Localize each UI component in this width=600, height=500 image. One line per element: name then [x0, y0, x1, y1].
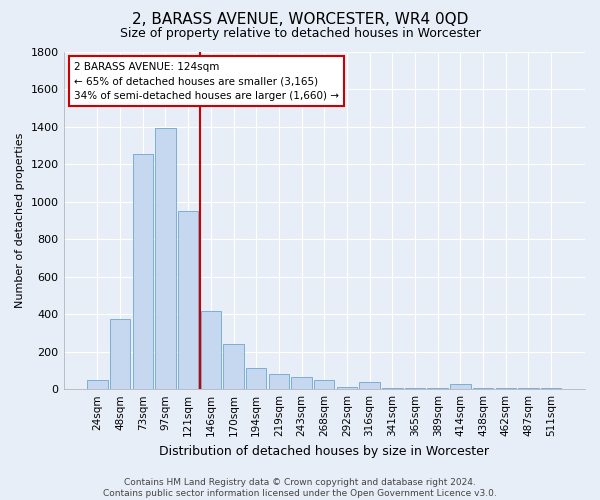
- X-axis label: Distribution of detached houses by size in Worcester: Distribution of detached houses by size …: [159, 444, 489, 458]
- Bar: [223, 344, 244, 389]
- Bar: [337, 388, 357, 389]
- Bar: [405, 388, 425, 389]
- Bar: [427, 388, 448, 389]
- Bar: [110, 319, 130, 389]
- Bar: [200, 312, 221, 389]
- Bar: [155, 128, 176, 389]
- Bar: [382, 388, 403, 389]
- Bar: [496, 388, 516, 389]
- Bar: [292, 377, 312, 389]
- Bar: [133, 154, 153, 389]
- Bar: [246, 368, 266, 389]
- Bar: [269, 374, 289, 389]
- Text: 2, BARASS AVENUE, WORCESTER, WR4 0QD: 2, BARASS AVENUE, WORCESTER, WR4 0QD: [132, 12, 468, 28]
- Bar: [541, 388, 561, 389]
- Bar: [314, 380, 334, 389]
- Bar: [450, 384, 470, 389]
- Text: 2 BARASS AVENUE: 124sqm
← 65% of detached houses are smaller (3,165)
34% of semi: 2 BARASS AVENUE: 124sqm ← 65% of detache…: [74, 62, 339, 101]
- Bar: [359, 382, 380, 389]
- Text: Size of property relative to detached houses in Worcester: Size of property relative to detached ho…: [119, 28, 481, 40]
- Bar: [518, 388, 539, 389]
- Bar: [87, 380, 107, 389]
- Text: Contains HM Land Registry data © Crown copyright and database right 2024.
Contai: Contains HM Land Registry data © Crown c…: [103, 478, 497, 498]
- Bar: [178, 211, 199, 389]
- Bar: [473, 388, 493, 389]
- Y-axis label: Number of detached properties: Number of detached properties: [15, 132, 25, 308]
